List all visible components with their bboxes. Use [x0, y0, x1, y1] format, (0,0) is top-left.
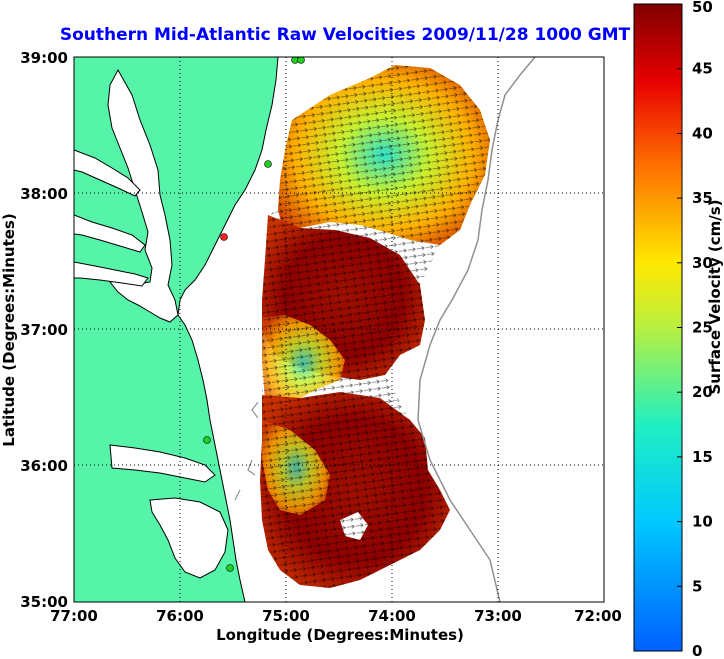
colorbar-tick-label: 40 — [692, 124, 713, 142]
lat-tick-label: 39:00 — [20, 49, 68, 67]
lon-tick-label: 76:00 — [156, 607, 204, 625]
station-marker — [264, 160, 272, 168]
lon-tick-label: 77:00 — [50, 607, 98, 625]
colorbar-tick-label: 35 — [692, 189, 713, 207]
lon-tick-label: 74:00 — [368, 607, 416, 625]
grid-lines — [74, 57, 604, 602]
lon-tick-label: 72:00 — [574, 607, 622, 625]
lat-tick-label: 36:00 — [20, 457, 68, 475]
colorbar-tick-label: 20 — [692, 383, 713, 401]
isobath-contour — [417, 57, 536, 602]
y-axis-label: Latitude (Degrees:Minutes) — [0, 213, 18, 446]
lon-tick-label: 73:00 — [474, 607, 522, 625]
lat-tick-label: 37:00 — [20, 321, 68, 339]
pamlico-sound — [149, 497, 229, 579]
lon-tick-label: 75:00 — [262, 607, 310, 625]
figure-title: Southern Mid-Atlantic Raw Velocities 200… — [60, 25, 631, 45]
lat-tick-label: 35:00 — [20, 593, 68, 611]
colorbar-ticks: 0 5 10 15 20 25 30 35 40 45 50 — [677, 0, 713, 659]
colorbar-tick-label: 50 — [692, 0, 713, 16]
bay-tributary — [74, 261, 149, 287]
station-marker — [220, 233, 228, 241]
velocity-arrows — [260, 65, 490, 588]
lon-tick-labels: 77:00 76:00 75:00 74:00 73:00 72:00 — [50, 607, 622, 625]
lat-tick-labels: 39:00 38:00 37:00 36:00 35:00 — [20, 49, 68, 611]
colorbar-tick-label: 15 — [692, 448, 713, 466]
plot-area — [74, 57, 604, 602]
bay-tributary — [74, 214, 146, 253]
colorbar-gradient — [633, 3, 683, 652]
colorbar-tick-label: 0 — [692, 642, 702, 659]
colorbar-tick-label: 25 — [692, 319, 713, 337]
chesapeake-bay — [107, 68, 179, 323]
station-marker — [203, 436, 211, 444]
station-marker — [297, 57, 305, 64]
x-axis-label: Longitude (Degrees:Minutes) — [216, 626, 464, 644]
albemarle-sound — [109, 444, 216, 483]
isobath-contour — [234, 401, 259, 501]
station-marker — [226, 564, 234, 572]
colorbar: 0 5 10 15 20 25 30 35 40 45 50 Surface Velocity (c… — [633, 0, 724, 659]
colorbar-tick-label: 5 — [692, 577, 702, 595]
velocity-field — [260, 65, 490, 588]
lat-tick-label: 38:00 — [20, 185, 68, 203]
plot-frame — [73, 56, 605, 603]
colorbar-tick-label: 45 — [692, 60, 713, 78]
colorbar-tick-label: 10 — [692, 513, 713, 531]
colorbar-label: Surface Velocity (cm/s) — [706, 199, 724, 394]
bay-tributary — [74, 149, 141, 197]
coastal-stations — [203, 57, 305, 572]
colorbar-tick-label: 30 — [692, 254, 713, 272]
